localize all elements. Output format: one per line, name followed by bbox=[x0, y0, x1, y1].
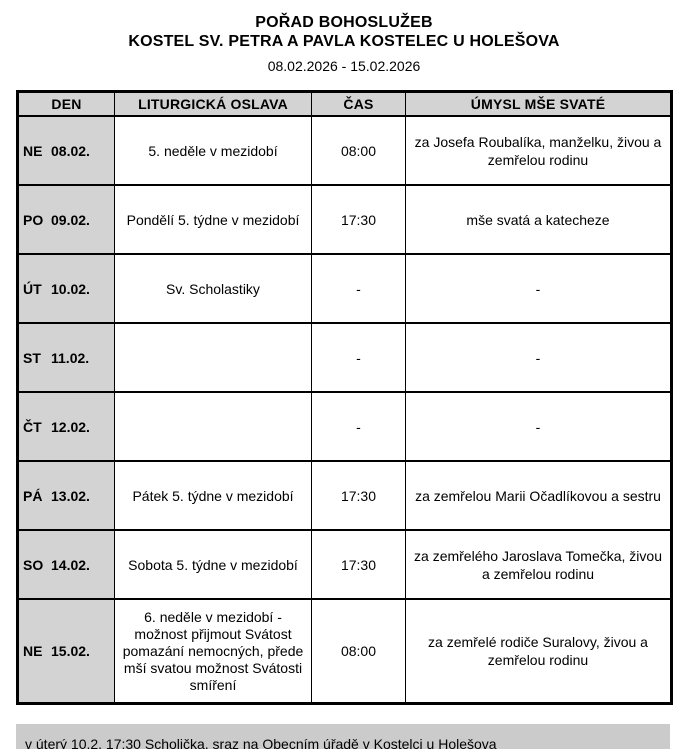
celebration-cell: 6. neděle v mezidobí - možnost přijmout … bbox=[114, 598, 312, 705]
header-row: DEN LITURGICKÁ OSLAVA ČAS ÚMYSL MŠE SVAT… bbox=[17, 91, 672, 117]
day-cell: ČT 12.02. bbox=[17, 391, 115, 462]
table-row: PÁ 13.02. Pátek 5. týdne v mezidobí 17:30… bbox=[17, 460, 672, 531]
celebration-cell: Pondělí 5. týdne v mezidobí bbox=[114, 184, 312, 255]
table-row: NE 15.02. 6. neděle v mezidobí - možnost … bbox=[17, 598, 672, 705]
day-cell: NE 08.02. bbox=[17, 115, 115, 186]
church-title: KOSTEL SV. PETRA A PAVLA KOSTELEC U HOLE… bbox=[128, 33, 560, 50]
intention-cell: - bbox=[405, 391, 672, 462]
day-cell: PÁ 13.02. bbox=[17, 460, 115, 531]
day-abbr: PÁ bbox=[23, 487, 43, 504]
column-header-umysl: ÚMYSL MŠE SVATÉ bbox=[405, 91, 672, 117]
day-date: 15.02. bbox=[51, 643, 90, 659]
day-date: 09.02. bbox=[51, 211, 90, 228]
date-range: 08.02.2026 - 15.02.2026 bbox=[267, 58, 421, 74]
day-date: 10.02. bbox=[51, 280, 90, 297]
time-cell: - bbox=[311, 322, 406, 393]
time-cell: - bbox=[311, 253, 406, 324]
day-abbr: NE bbox=[23, 142, 43, 159]
table-row: ÚT 10.02. Sv. Scholastiky - - bbox=[17, 253, 672, 324]
table-row: NE 08.02. 5. neděle v mezidobí 08:00 za J… bbox=[17, 115, 672, 186]
intention-cell: za zemřelého Jaroslava Tomečka, živou a … bbox=[405, 529, 672, 600]
celebration-cell: Sobota 5. týdne v mezidobí bbox=[114, 529, 312, 600]
day-cell: PO 09.02. bbox=[17, 184, 115, 255]
day-abbr: NE bbox=[23, 643, 43, 659]
day-abbr: ÚT bbox=[23, 280, 42, 297]
celebration-cell bbox=[114, 322, 312, 393]
day-abbr: PO bbox=[23, 211, 44, 228]
day-date: 12.02. bbox=[51, 418, 90, 435]
time-cell: - bbox=[311, 391, 406, 462]
time-cell: 08:00 bbox=[311, 598, 406, 705]
time-cell: 17:30 bbox=[311, 460, 406, 531]
day-abbr: ČT bbox=[23, 418, 42, 435]
table-row: SO 14.02. Sobota 5. týdne v mezidobí 17:3… bbox=[17, 529, 672, 600]
table-row: PO 09.02. Pondělí 5. týdne v mezidobí 17:… bbox=[17, 184, 672, 255]
schedule-table: DEN LITURGICKÁ OSLAVA ČAS ÚMYSL MŠE SVAT… bbox=[16, 90, 673, 705]
day-date: 11.02. bbox=[51, 349, 90, 366]
day-cell: NE 15.02. bbox=[17, 598, 115, 705]
table-row: ČT 12.02. - - bbox=[17, 391, 672, 462]
column-header-cas: ČAS bbox=[311, 91, 406, 117]
celebration-cell: Pátek 5. týdne v mezidobí bbox=[114, 460, 312, 531]
time-cell: 17:30 bbox=[311, 184, 406, 255]
column-header-den: DEN bbox=[17, 91, 115, 117]
day-cell: SO 14.02. bbox=[17, 529, 115, 600]
intention-cell: za Josefa Roubalíka, manželku, živou a z… bbox=[405, 115, 672, 186]
time-cell: 17:30 bbox=[311, 529, 406, 600]
intention-cell: - bbox=[405, 253, 672, 324]
intention-cell: za zemřelé rodiče Suralovy, živou a zemř… bbox=[405, 598, 672, 705]
day-cell: ST 11.02. bbox=[17, 322, 115, 393]
day-date: 14.02. bbox=[51, 556, 90, 573]
celebration-cell: 5. neděle v mezidobí bbox=[114, 115, 312, 186]
footer-note-text: v úterý 10.2. 17:30 Scholička, sraz na O… bbox=[25, 736, 497, 749]
intention-cell: mše svatá a katecheze bbox=[405, 184, 672, 255]
day-cell: ÚT 10.02. bbox=[17, 253, 115, 324]
celebration-cell: Sv. Scholastiky bbox=[114, 253, 312, 324]
time-cell: 08:00 bbox=[311, 115, 406, 186]
footer-note-bar: v úterý 10.2. 17:30 Scholička, sraz na O… bbox=[16, 724, 670, 749]
column-header-liturgicka-oslava: LITURGICKÁ OSLAVA bbox=[114, 91, 312, 117]
day-abbr: ST bbox=[23, 349, 41, 366]
intention-cell: - bbox=[405, 322, 672, 393]
intention-cell: za zemřelou Marii Očadlíkovou a sestru bbox=[405, 460, 672, 531]
day-abbr: SO bbox=[23, 556, 44, 573]
title-block: POŘAD BOHOSLUŽEB KOSTEL SV. PETRA A PAVL… bbox=[0, 0, 688, 74]
table-row: ST 11.02. - - bbox=[17, 322, 672, 393]
day-date: 08.02. bbox=[51, 142, 90, 159]
page-title: POŘAD BOHOSLUŽEB bbox=[255, 14, 433, 31]
day-date: 13.02. bbox=[51, 487, 90, 504]
celebration-cell bbox=[114, 391, 312, 462]
